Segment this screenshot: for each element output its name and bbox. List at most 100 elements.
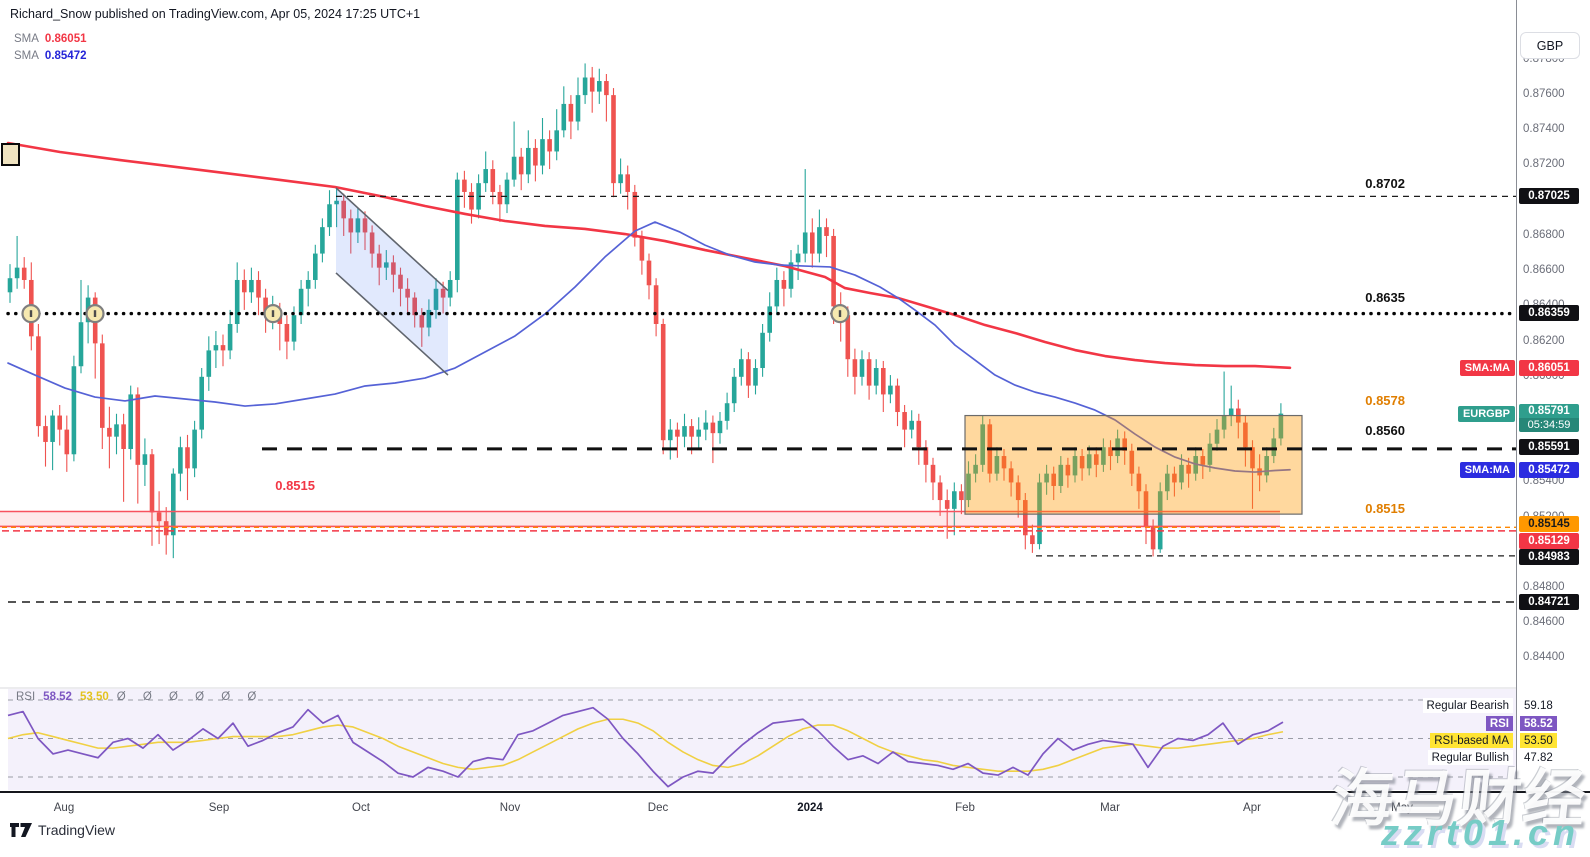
candle-body <box>355 218 361 233</box>
candle-body <box>447 279 453 298</box>
candle-body <box>64 429 70 455</box>
candle-body <box>1115 438 1120 457</box>
candle-body <box>1179 464 1184 483</box>
candle-body <box>767 306 772 333</box>
candle-body <box>597 81 602 92</box>
candle-body <box>696 429 701 437</box>
candle-body <box>1108 447 1113 457</box>
rsi-row-value: 58.52 <box>1520 716 1557 731</box>
candle-body <box>724 403 730 421</box>
candle-body <box>923 447 929 465</box>
candle-body <box>192 429 197 469</box>
candle-body <box>1129 450 1135 474</box>
candle-body <box>526 147 531 175</box>
candle-body <box>171 473 176 536</box>
candle-body <box>746 359 751 386</box>
candle-body <box>1150 526 1156 550</box>
time-tick-may: May <box>1391 802 1413 814</box>
candle-body <box>753 368 758 386</box>
candle-body <box>1250 447 1255 469</box>
price-tick: 0.87600 <box>1523 88 1565 100</box>
candle-body <box>533 147 538 166</box>
candle-body <box>1015 482 1021 501</box>
sma-tag: SMA:MA <box>1459 360 1515 376</box>
candle-body <box>1101 447 1106 465</box>
rsi-legend[interactable]: RSI 58.52 53.50 Ø Ø Ø Ø Ø Ø <box>16 691 263 703</box>
indicator-legend-sma-50[interactable]: SMA 0.85472 <box>14 50 87 62</box>
candle-body <box>675 429 680 437</box>
candle-body <box>575 95 581 122</box>
candle-body <box>895 385 900 413</box>
flag-channel-zone <box>336 187 448 376</box>
tradingview-logo[interactable]: TradingView <box>10 822 115 838</box>
sma-value: 0.86051 <box>44 33 87 45</box>
candle-body <box>156 512 162 522</box>
candle-body <box>1008 468 1014 483</box>
sma-label: SMA <box>14 33 39 45</box>
candle-body <box>973 464 978 474</box>
candle-body <box>334 200 339 205</box>
candle-body <box>327 204 332 228</box>
candle-body <box>909 420 914 430</box>
rsi-row-label: Regular Bullish <box>1427 750 1513 765</box>
candle-body <box>1044 473 1049 483</box>
flag-upper-trendline[interactable] <box>335 187 449 292</box>
candle-body <box>689 426 694 437</box>
candle-body <box>100 343 105 428</box>
range-box-zone[interactable] <box>964 414 1303 515</box>
candle-body <box>1086 454 1092 469</box>
candle-body <box>540 139 545 166</box>
candle-body <box>916 420 922 448</box>
candle-body <box>1079 456 1085 469</box>
candle-body <box>944 500 950 509</box>
candle-body <box>959 491 964 501</box>
candle-body <box>739 359 744 377</box>
candle-body <box>476 183 481 210</box>
sma-50-line <box>7 221 1291 473</box>
candle-body <box>1001 456 1007 469</box>
candle-body <box>554 130 559 152</box>
indicator-legend-sma-200[interactable]: SMA 0.86051 <box>14 33 87 45</box>
candle-body <box>412 297 417 316</box>
price-tick: 0.86200 <box>1523 335 1565 347</box>
candle-body <box>668 429 673 441</box>
candle-body <box>1157 491 1163 550</box>
candle-body <box>632 191 638 238</box>
candle-body <box>57 415 62 430</box>
rsi-line <box>7 706 1284 788</box>
currency-toggle-button[interactable]: GBP <box>1520 32 1580 59</box>
candle-body <box>263 297 268 316</box>
price-tick: 0.86800 <box>1523 229 1565 241</box>
price-axis[interactable]: 0.87800 0.87600 0.87400 0.87200 0.86800 0.866… <box>1516 0 1590 791</box>
candle-body <box>242 279 247 293</box>
flag-lower-trendline[interactable] <box>335 272 449 376</box>
candle-body <box>206 350 212 377</box>
candle-body <box>234 279 240 324</box>
price-tick: 0.84400 <box>1523 651 1565 663</box>
candle-body <box>469 191 474 210</box>
candle-body <box>291 315 297 342</box>
candle-body <box>483 169 488 184</box>
candle-body <box>78 322 84 367</box>
candle-body <box>313 253 318 280</box>
candle-body <box>845 315 851 360</box>
candle-body <box>419 315 425 328</box>
candle-body <box>227 323 233 351</box>
candle-body <box>618 174 623 184</box>
candle-body <box>980 424 985 465</box>
candle-body <box>952 491 957 509</box>
candle-body <box>511 156 517 180</box>
candle-body <box>717 420 723 434</box>
candle-body <box>731 376 737 404</box>
time-axis[interactable]: Aug Sep Oct Nov Dec 2024 Feb Mar Apr May <box>0 791 1590 823</box>
event-circle-glyph <box>93 310 97 318</box>
candle-body <box>107 427 112 437</box>
candle-body <box>369 232 375 254</box>
candle-body <box>1264 456 1269 476</box>
sma-tag: SMA:MA <box>1459 462 1515 478</box>
price-tick: 0.84800 <box>1523 581 1565 593</box>
candle-body <box>682 426 687 437</box>
candle-body <box>930 464 936 483</box>
candle-body <box>852 359 858 377</box>
